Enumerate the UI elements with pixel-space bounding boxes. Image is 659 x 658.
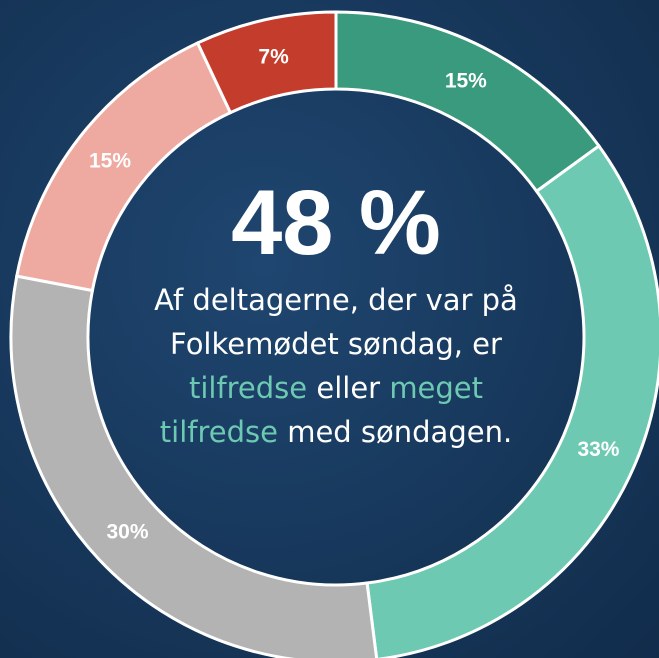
segment-label: 15% <box>445 70 487 93</box>
center-paragraph: Af deltagerne, der var på Folkemødet søn… <box>146 278 526 454</box>
center-text: 48 % Af deltagerne, der var på Folkemøde… <box>146 168 526 454</box>
text: med søndagen. <box>278 415 512 449</box>
text: Af deltagerne, der var på Folkemødet søn… <box>154 283 518 361</box>
segment-label: 7% <box>258 45 289 68</box>
page: 15% 33% 30% 15% 7% 48 % Af deltagerne, der v… <box>0 0 659 658</box>
segment-label: 15% <box>89 149 131 172</box>
segment-label: 30% <box>106 520 148 543</box>
highlight: tilfredse <box>189 371 307 405</box>
center-value: 48 % <box>146 168 526 278</box>
segment-label: 33% <box>577 438 619 461</box>
text: eller <box>307 371 389 405</box>
donut-segment <box>336 12 599 191</box>
